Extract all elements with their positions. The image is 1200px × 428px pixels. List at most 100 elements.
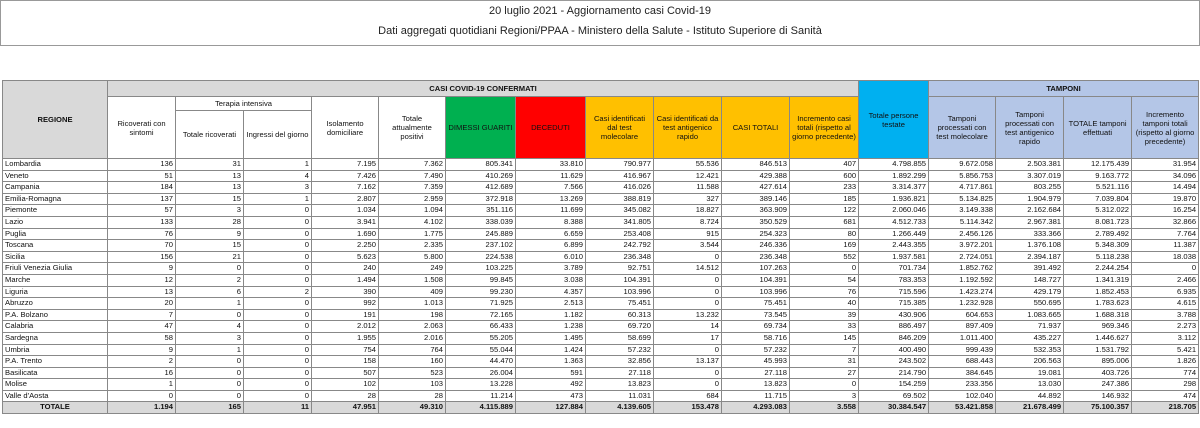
cell: 242.792 (585, 239, 654, 252)
cell: 240 (311, 262, 379, 275)
cell: 99.845 (445, 273, 516, 287)
cell: 0 (788, 262, 860, 275)
cell: 7.039.804 (1063, 192, 1133, 206)
cell: 0 (175, 262, 244, 275)
cell: 1.232.928 (928, 297, 997, 310)
region-name: Umbria (2, 343, 108, 357)
cell: 44.892 (995, 389, 1065, 403)
cell: 416.026 (585, 181, 654, 194)
group-header: CASI COVID-19 CONFERMATI (106, 80, 860, 97)
total-cell: 49.310 (378, 401, 446, 415)
cell: 0 (653, 250, 722, 264)
column-header: Tamponi processati con test molecolare (928, 96, 997, 159)
cell: 0 (243, 378, 312, 391)
cell: 774 (1131, 366, 1200, 380)
cell: 233 (788, 181, 860, 194)
column-header: Totale persone testate (858, 80, 930, 159)
cell: 1.011.400 (928, 331, 997, 345)
cell: 1.266.449 (858, 227, 930, 241)
cell: 6.010 (515, 250, 586, 264)
cell: 31 (788, 355, 860, 368)
cell: 5.348.309 (1063, 239, 1133, 252)
cell: 0 (175, 366, 244, 380)
cell: 1.083.665 (995, 308, 1065, 322)
column-header: DIMESSI GUARITI (445, 96, 516, 159)
region-name: Puglia (2, 227, 108, 241)
cell: 3.788 (1131, 308, 1200, 322)
cell: 410.269 (445, 169, 516, 183)
cell: 2.959 (378, 192, 446, 206)
total-cell: 127.884 (515, 401, 586, 415)
cell: 0 (243, 273, 312, 287)
column-header: DECEDUTI (515, 96, 586, 159)
cell: 1.531.792 (1063, 343, 1133, 357)
cell: 5.800 (378, 250, 446, 264)
cell: 9 (107, 262, 176, 275)
total-cell: 4.139.605 (585, 401, 654, 415)
cell: 1.376.108 (995, 239, 1065, 252)
cell: 33.810 (515, 158, 586, 171)
cell: 0 (175, 389, 244, 403)
cell: 15 (175, 239, 244, 252)
cell: 15 (175, 192, 244, 206)
cell: 2.394.187 (995, 250, 1065, 264)
total-cell: 47.951 (311, 401, 379, 415)
cell: 11.588 (653, 181, 722, 194)
column-header: Incremento casi totali (rispetto al gior… (788, 96, 860, 159)
column-header: Ricoverati con sintomi (107, 96, 176, 159)
cell: 5.118.238 (1063, 250, 1133, 264)
cell: 3.314.377 (858, 181, 930, 194)
cell: 681 (788, 215, 860, 229)
total-cell: 1.194 (107, 401, 176, 415)
cell: 1.783.623 (1063, 297, 1133, 310)
group-header: Terapia intensiva (175, 96, 312, 111)
cell: 55.536 (653, 158, 722, 171)
cell: 803.255 (995, 181, 1065, 194)
cell: 233.356 (928, 378, 997, 391)
cell: 12 (107, 273, 176, 287)
cell: 58 (107, 331, 176, 345)
cell: 33 (788, 320, 860, 333)
cell: 1.775 (378, 227, 446, 241)
cell: 28 (378, 389, 446, 403)
cell: 198 (378, 308, 446, 322)
cell: 103.225 (445, 262, 516, 275)
cell: 69.502 (858, 389, 930, 403)
column-header: TOTALE tamponi effettuati (1063, 96, 1133, 159)
region-name: Calabria (2, 320, 108, 333)
cell: 0 (243, 389, 312, 403)
cell: 214.790 (858, 366, 930, 380)
cell: 2.513 (515, 297, 586, 310)
cell: 206.563 (995, 355, 1065, 368)
cell: 27.118 (721, 366, 790, 380)
cell: 345.082 (585, 204, 654, 217)
cell: 1.495 (515, 331, 586, 345)
cell: 27 (788, 366, 860, 380)
cell: 11.031 (585, 389, 654, 403)
cell: 1.034 (311, 204, 379, 217)
cell: 160 (378, 355, 446, 368)
cell: 897.409 (928, 320, 997, 333)
cell: 69.720 (585, 320, 654, 333)
total-cell: 3.558 (788, 401, 860, 415)
cell: 4.615 (1131, 297, 1200, 310)
column-header: CASI TOTALI (721, 96, 790, 159)
cell: 18.038 (1131, 250, 1200, 264)
cell: 701.734 (858, 262, 930, 275)
cell: 1 (107, 378, 176, 391)
region-name: Sicilia (2, 250, 108, 264)
cell: 5.521.116 (1063, 181, 1133, 194)
cell: 7 (107, 308, 176, 322)
cell: 4.357 (515, 285, 586, 299)
cell: 148.727 (995, 273, 1065, 287)
region-name: Campania (2, 181, 108, 194)
cell: 8.388 (515, 215, 586, 229)
cell: 4.512.733 (858, 215, 930, 229)
cell: 158 (311, 355, 379, 368)
region-name: Lombardia (2, 158, 108, 171)
cell: 103.996 (721, 285, 790, 299)
cell: 2.273 (1131, 320, 1200, 333)
cell: 1.688.318 (1063, 308, 1133, 322)
cell: 372.918 (445, 192, 516, 206)
cell: 3.149.338 (928, 204, 997, 217)
